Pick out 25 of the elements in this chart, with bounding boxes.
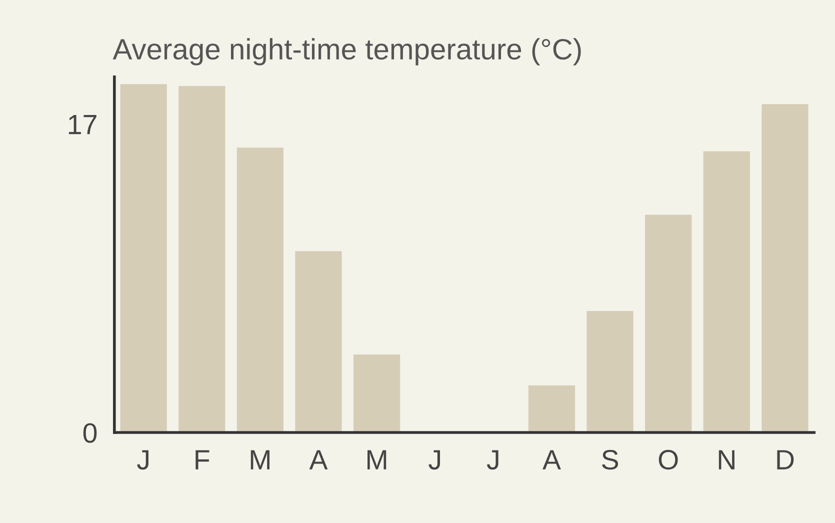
x-tick-label: D [777,450,794,470]
bar [528,385,576,433]
x-tick-label: A [309,450,328,470]
y-tick-label: 17 [68,115,96,134]
x-tick-label: M [368,450,386,470]
bar [703,151,750,433]
x-tick-label: J [428,450,440,470]
x-tick-label: F [196,450,210,470]
bar [353,354,400,433]
bar [236,148,284,433]
bar [762,104,808,433]
bar [645,214,692,433]
chart-title: Average night-time temperature (°C) [112,38,581,66]
x-tick-label: N [718,450,734,470]
x-tick-label: O [658,450,678,470]
bar [120,84,167,433]
x-tick-label: M [250,450,270,470]
bar [586,310,634,433]
x-tick-label: J [486,450,498,470]
y-tick-label: 0 [83,423,97,443]
bar [295,251,342,433]
x-tick-label: S [602,450,618,470]
bar [178,86,226,433]
x-tick-label: J [137,450,148,470]
x-tick-label: A [542,450,561,470]
